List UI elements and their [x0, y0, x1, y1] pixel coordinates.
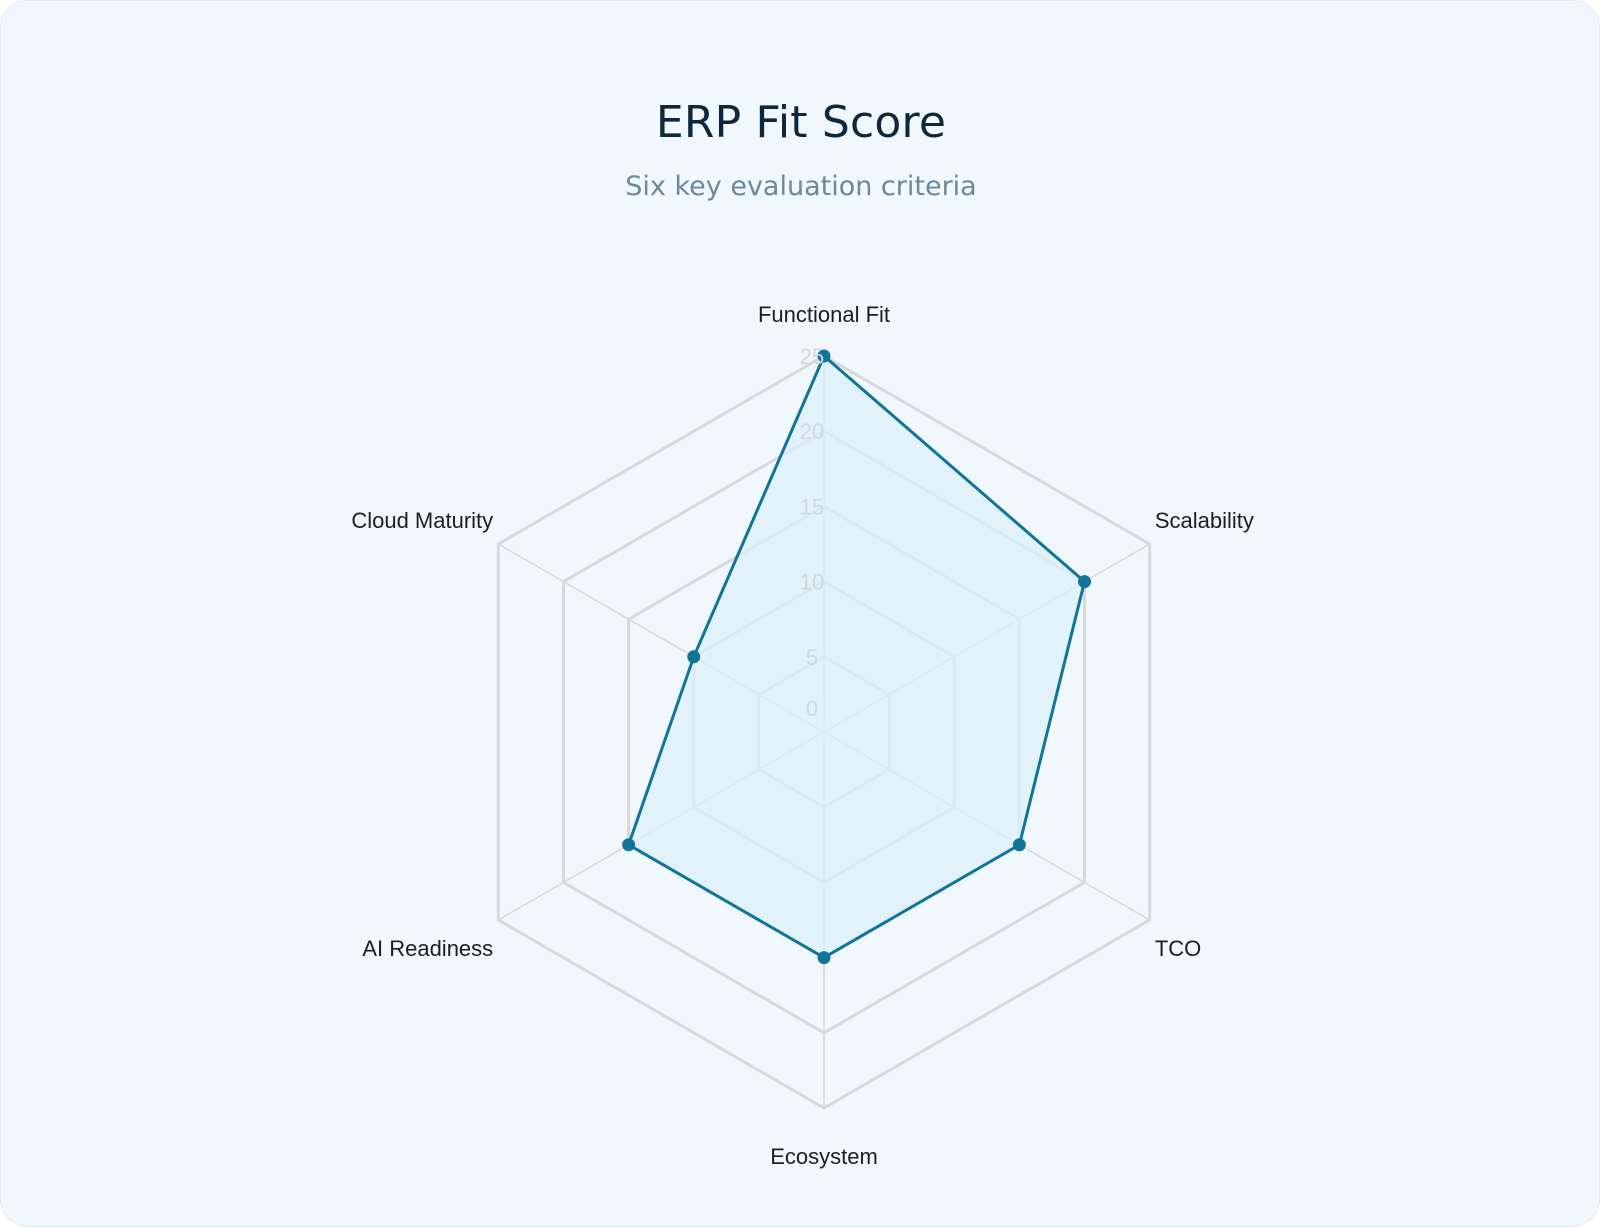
radar-axis-labels: Functional Fit Scalability TCO Ecosystem AI …	[351, 302, 1254, 1169]
radar-tick-label: 20	[800, 419, 824, 444]
radar-axis-label: AI Readiness	[362, 936, 493, 961]
radar-tick-label: 15	[800, 494, 824, 519]
radar-axis-label: Scalability	[1155, 508, 1254, 533]
radar-axis-label: Functional Fit	[758, 302, 890, 327]
radar-data-point[interactable]	[622, 838, 636, 852]
chart-title: ERP Fit Score	[655, 97, 947, 148]
radar-tick-labels: 0 5 10 15 20 25	[800, 344, 824, 721]
radar-data-point[interactable]	[817, 951, 831, 965]
radar-series	[622, 349, 1092, 965]
radar-axis-label: Cloud Maturity	[351, 508, 493, 533]
radar-tick-label: 10	[800, 570, 824, 595]
radar-tick-label: 0	[806, 696, 818, 721]
radar-axis-label: TCO	[1155, 936, 1201, 961]
radar-tick-label: 5	[806, 645, 818, 670]
radar-tick-label: 25	[800, 344, 824, 369]
chart-subtitle: Six key evaluation criteria	[625, 171, 977, 202]
radar-data-point[interactable]	[1012, 838, 1026, 852]
radar-data-point[interactable]	[817, 349, 831, 363]
radar-data-point[interactable]	[687, 650, 701, 664]
radar-axis-label: Ecosystem	[770, 1144, 878, 1169]
radar-data-point[interactable]	[1078, 575, 1092, 589]
